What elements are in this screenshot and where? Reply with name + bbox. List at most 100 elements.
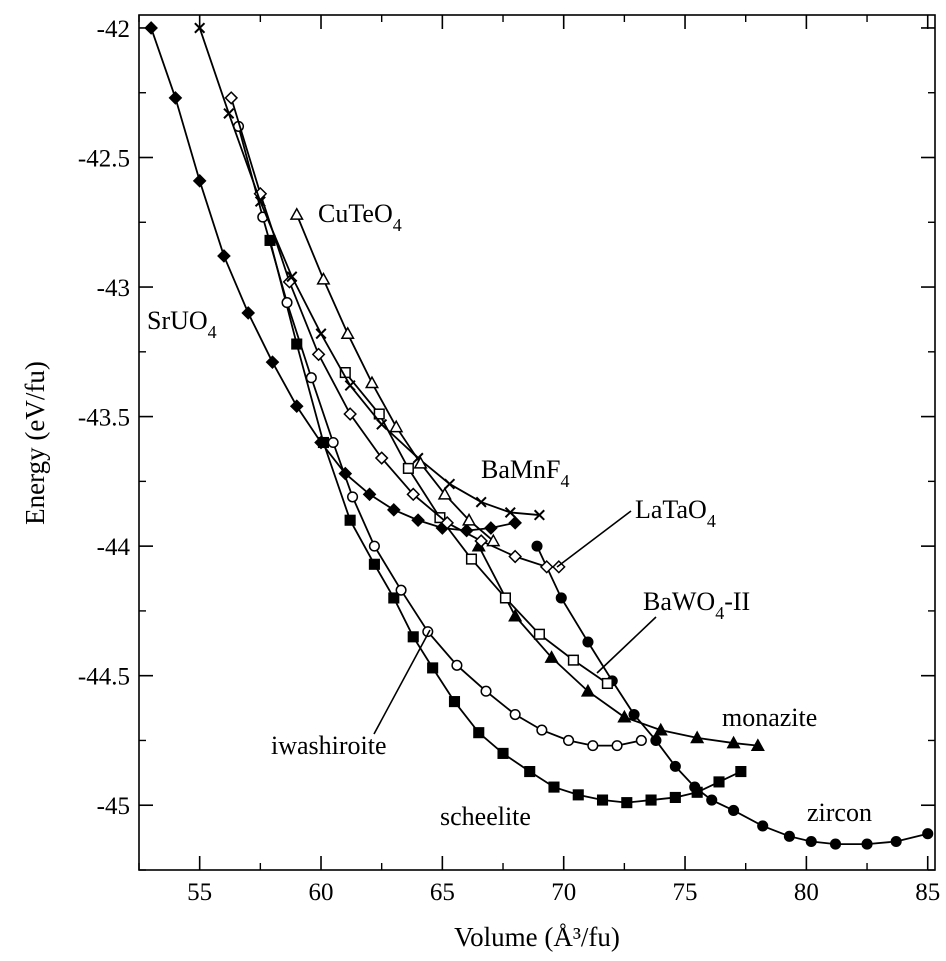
series-sruo4 [144,21,522,538]
sruo4-point [338,466,353,481]
bamnf4-point [254,196,266,208]
plot-area [144,21,934,850]
zircon-point [582,636,594,648]
bamnf4-point [376,418,388,430]
latao4-point [311,347,326,362]
iwashiroite-point [611,740,623,752]
y-tick-label: -43.5 [78,405,130,432]
scheelite-point [713,776,725,788]
scheelite-point [388,592,400,604]
series-label-sruo4: SrUO4 [147,306,217,342]
monazite-point [690,730,705,744]
latao4-point [474,534,489,548]
monazite-point [544,650,559,663]
series-cuteo4 [289,207,501,547]
latao4-point [406,487,421,502]
series-latao4 [224,91,566,574]
cuteo4-point [289,207,304,220]
y-tick-label: -45 [97,793,130,820]
scheelite-point [524,765,536,778]
sruo4-point [411,513,425,528]
bamnf4-point [533,509,545,521]
series-label-latao4: LaTaO4 [635,495,716,531]
scheelite-point [344,514,356,526]
cuteo4-point [413,455,428,469]
sruo4-point [168,91,183,105]
iwashiroite-point [587,740,599,752]
bamnf4-point [344,379,356,392]
cuteo4-point [364,375,380,389]
series-label-zircon: zircon [807,798,872,827]
x-tick-label: 80 [794,879,819,906]
x-tick-label: 55 [187,879,212,906]
series-line-monazite [477,545,758,747]
iwashiroite-point [281,297,293,309]
series-line-sruo4 [150,27,516,532]
sruo4-point [265,355,280,370]
y-tick-label: -42.5 [78,146,130,173]
y-axis-label: Energy (eV/fu) [20,361,50,525]
zircon-point [531,540,543,552]
sruo4-point [484,521,498,535]
bamnf4-point [475,496,487,508]
zircon-point [706,794,718,806]
scheelite-point [548,781,560,793]
series-label-bamnf4: BaMnF4 [481,455,569,491]
iwashiroite-point [480,685,492,697]
zircon-point [628,708,640,721]
scheelite-point [291,338,303,350]
cuteo4-point [462,512,477,526]
leader-line-bawo4-ii [596,616,657,674]
sruo4-point [459,523,474,538]
zircon-point [890,835,902,848]
scheelite-point [621,797,633,809]
bamnf4-point [315,328,327,340]
bawo4-ii-point [465,553,478,565]
latao4-point [508,549,522,564]
iwashiroite-point [305,372,317,384]
monazite-point [580,683,595,697]
zircon-point [829,838,842,850]
scheelite-point [735,765,747,778]
leader-line-latao4 [556,510,632,568]
zircon-point [922,828,934,840]
scheelite-point [407,631,419,643]
series-line-latao4 [230,97,559,568]
series-bamnf4 [194,22,545,521]
zircon-point [728,804,740,816]
scheelite-point [645,794,657,806]
iwashiroite-point [347,491,359,503]
sruo4-point [192,173,207,188]
latao4-point [224,91,239,105]
cuteo4-point [486,533,501,547]
x-tick-label: 70 [551,879,576,906]
zircon-point [650,734,662,747]
sruo4-point [314,435,328,450]
cuteo4-point [389,419,404,433]
x-tick-label: 75 [673,879,698,906]
zircon-point [805,835,817,848]
y-tick-label: -44 [97,534,131,561]
monazite-point [617,709,632,723]
cuteo4-point [340,326,355,340]
sruo4-point [508,515,522,530]
series-line-bamnf4 [198,27,540,516]
iwashiroite-point [368,540,380,552]
sruo4-point [241,306,256,320]
leader-line-iwashiroite [373,629,431,735]
series-iwashiroite [232,120,647,752]
scheelite-point [473,727,485,739]
iwashiroite-point [451,659,463,671]
x-tick-label: 65 [430,879,455,906]
monazite-point [750,738,765,751]
zircon-point [555,592,567,604]
scheelite-point [448,696,461,708]
bamnf4-point [223,107,235,119]
bamnf4-point [504,506,516,518]
zircon-point [783,830,795,842]
series-scheelite [264,234,747,809]
sruo4-point [362,487,377,502]
y-tick-label: -43 [97,275,130,302]
y-tick-label: -42 [97,16,130,43]
monazite-point [508,608,523,622]
